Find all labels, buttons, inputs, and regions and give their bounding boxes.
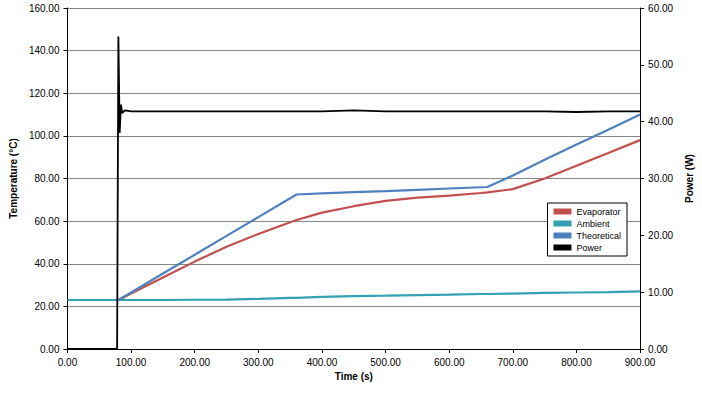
svg-text:120.00: 120.00	[29, 88, 60, 99]
svg-text:600.00: 600.00	[434, 357, 465, 368]
svg-text:100.00: 100.00	[29, 130, 60, 141]
svg-text:Power: Power	[576, 243, 602, 253]
svg-text:60.00: 60.00	[34, 216, 59, 227]
svg-text:Ambient: Ambient	[576, 219, 610, 229]
svg-text:40.00: 40.00	[648, 116, 673, 127]
svg-text:100.00: 100.00	[116, 357, 147, 368]
svg-text:500.00: 500.00	[370, 357, 401, 368]
svg-text:Temperature (°C): Temperature (°C)	[8, 138, 19, 219]
svg-text:50.00: 50.00	[648, 59, 673, 70]
svg-text:Time (s): Time (s)	[335, 371, 373, 382]
svg-text:160.00: 160.00	[29, 3, 60, 14]
svg-text:40.00: 40.00	[34, 258, 59, 269]
svg-text:20.00: 20.00	[648, 230, 673, 241]
svg-text:0.00: 0.00	[40, 344, 60, 355]
svg-text:0.00: 0.00	[648, 344, 668, 355]
svg-text:60.00: 60.00	[648, 3, 673, 14]
svg-text:300.00: 300.00	[243, 357, 274, 368]
svg-text:20.00: 20.00	[34, 301, 59, 312]
svg-text:800.00: 800.00	[561, 357, 592, 368]
svg-text:400.00: 400.00	[307, 357, 338, 368]
svg-text:80.00: 80.00	[34, 173, 59, 184]
svg-text:700.00: 700.00	[498, 357, 529, 368]
svg-text:Power (W): Power (W)	[684, 154, 695, 203]
svg-text:200.00: 200.00	[179, 357, 210, 368]
svg-text:10.00: 10.00	[648, 287, 673, 298]
svg-text:0.00: 0.00	[58, 357, 78, 368]
svg-text:Evaporator: Evaporator	[576, 207, 620, 217]
svg-text:140.00: 140.00	[29, 45, 60, 56]
svg-text:30.00: 30.00	[648, 173, 673, 184]
svg-text:900.00: 900.00	[625, 357, 656, 368]
svg-text:Theoretical: Theoretical	[576, 231, 621, 241]
